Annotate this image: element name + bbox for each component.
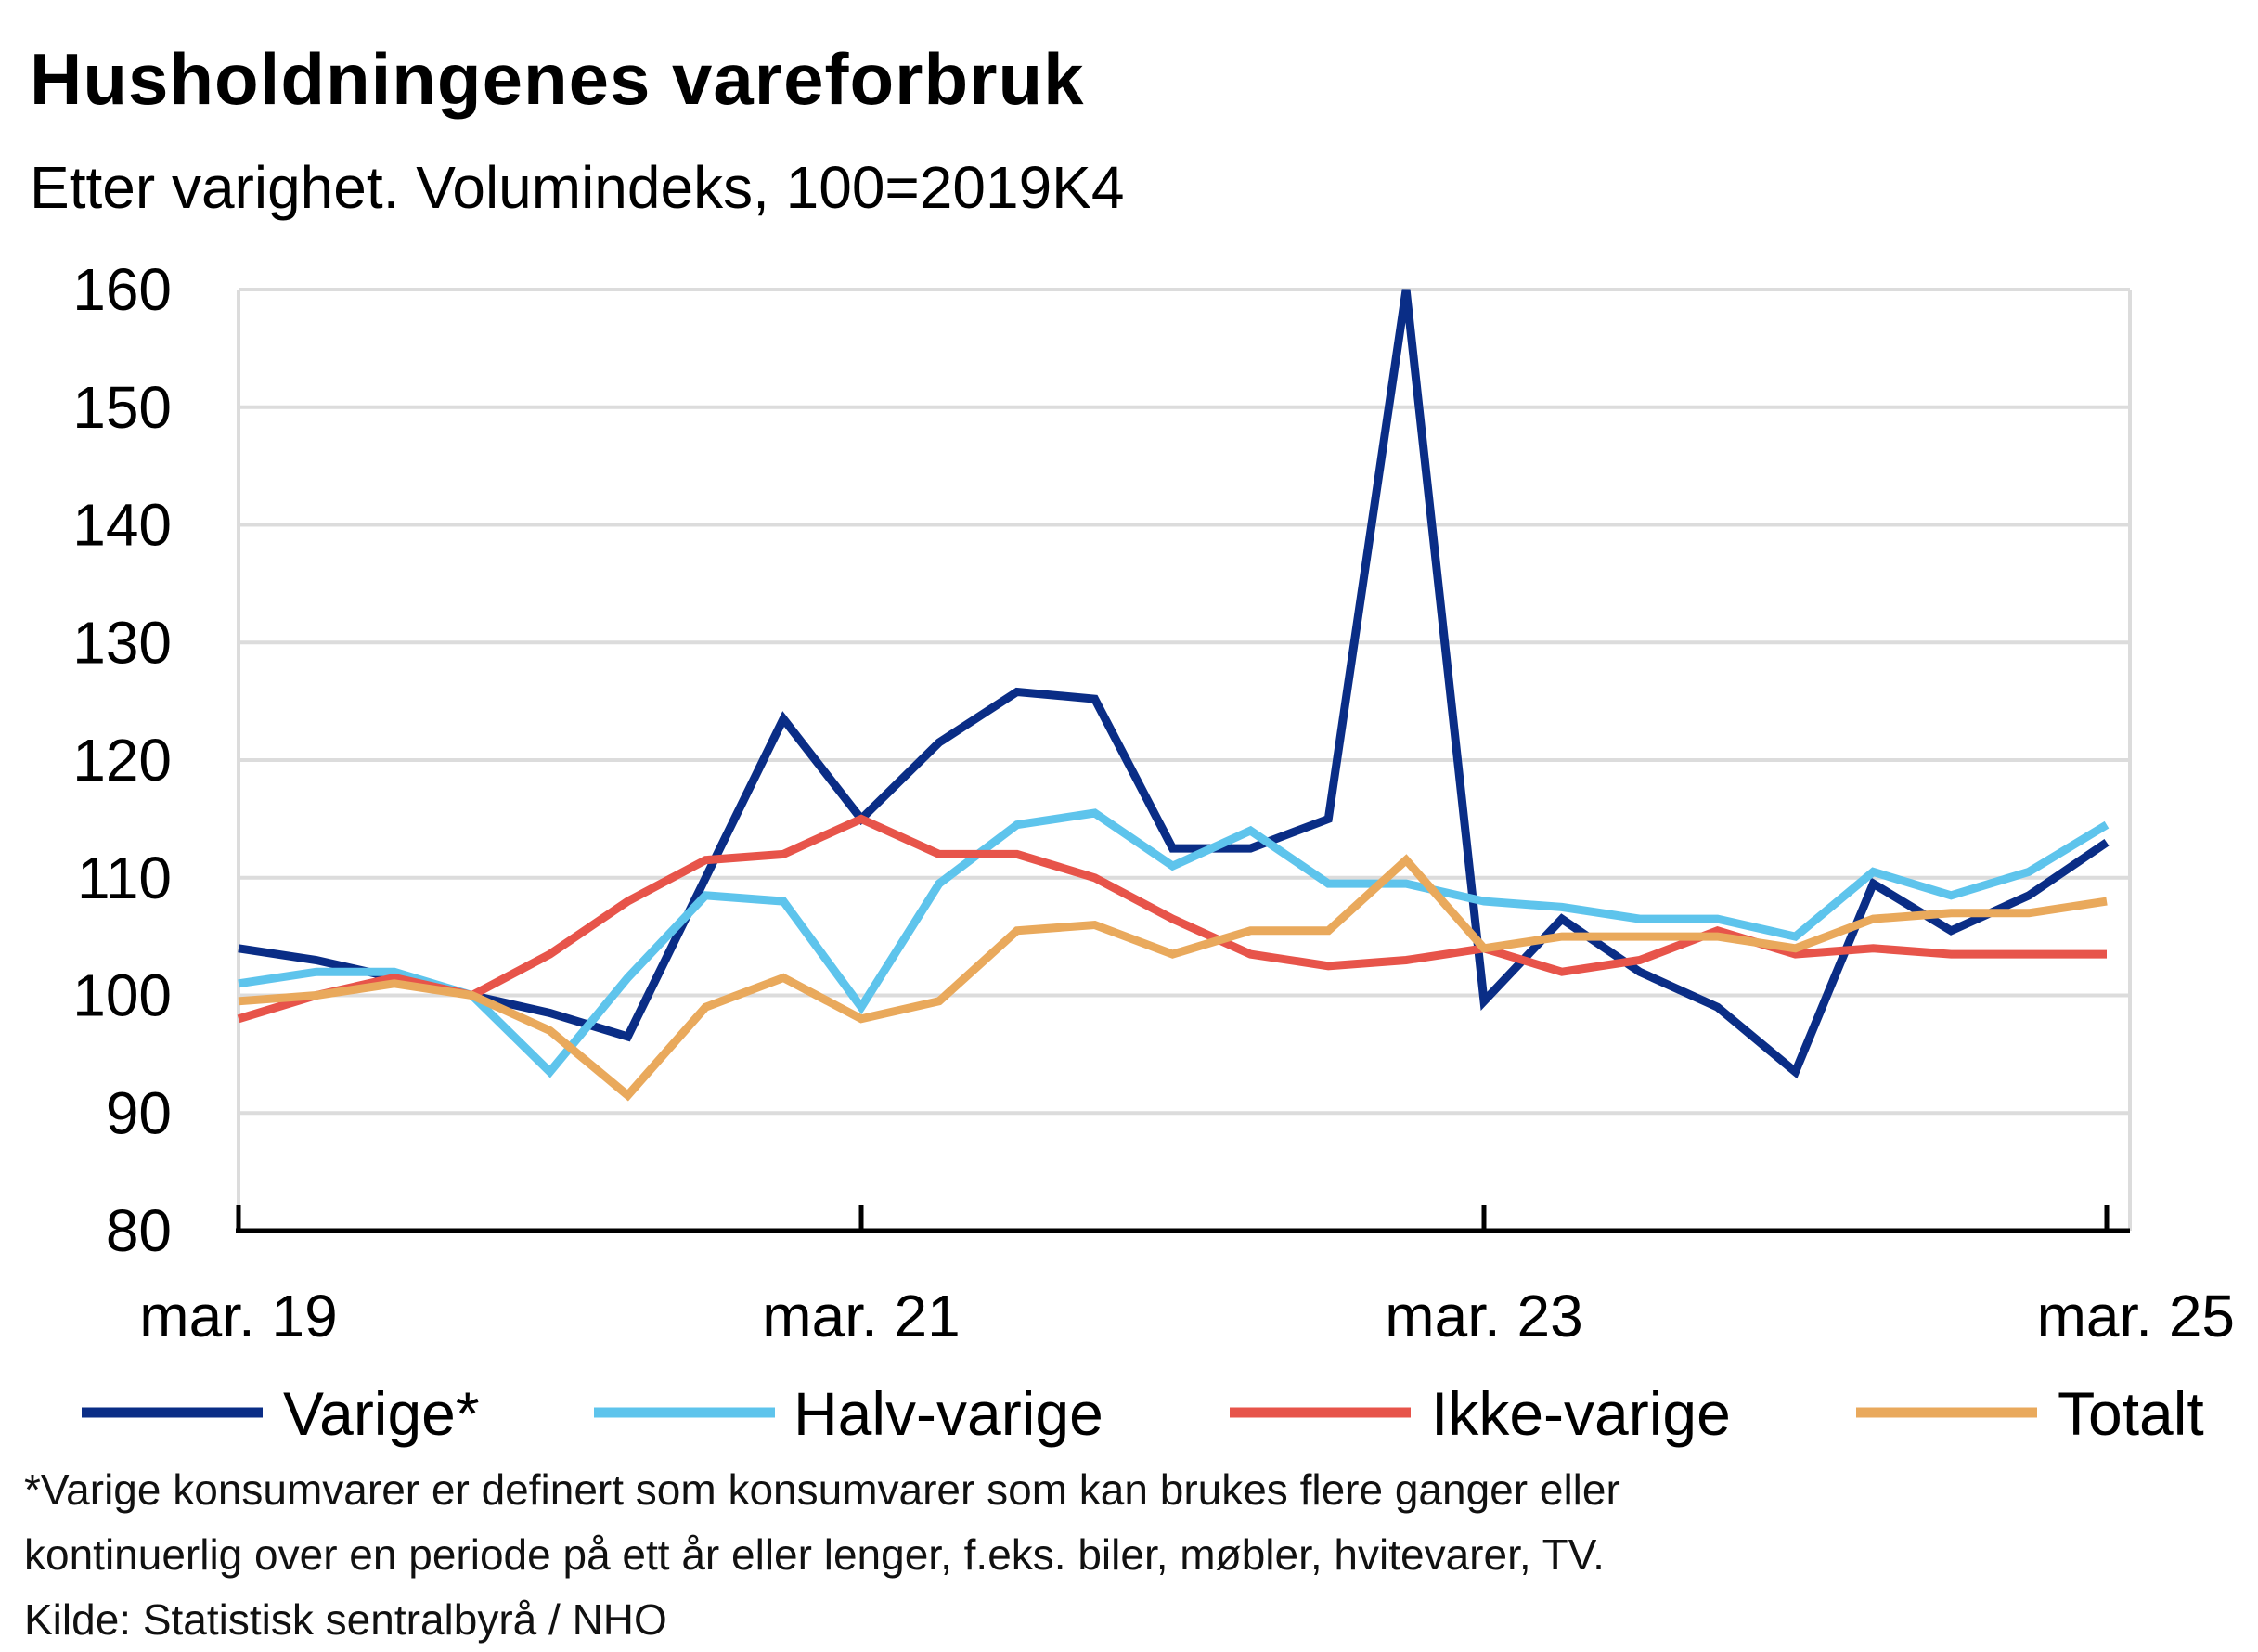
y-tick-label: 90 xyxy=(106,1079,172,1146)
legend-label: Halv-varige xyxy=(794,1379,1103,1448)
series-line xyxy=(238,854,2108,1102)
footnote-line-2: kontinuerlig over en periode på ett år e… xyxy=(24,1530,1605,1579)
chart-title: Husholdningenes vareforbruk xyxy=(30,38,1085,120)
grid-lines xyxy=(237,288,2132,1231)
y-tick-label: 130 xyxy=(72,609,172,676)
y-tick-label: 100 xyxy=(72,962,172,1029)
x-axis-ticks: mar. 19 mar. 21 mar. 23 mar. 25 xyxy=(139,1283,2235,1349)
legend-label: Ikke-varige xyxy=(1431,1379,1731,1448)
y-tick-label: 120 xyxy=(72,727,172,794)
series-line xyxy=(238,808,2110,1078)
footnote: *Varige konsumvarer er definert som kons… xyxy=(24,1457,2233,1652)
chart-subtitle: Etter varighet. Volumindeks, 100=2019K4 xyxy=(30,154,1125,221)
x-tick-label: mar. 19 xyxy=(139,1283,337,1349)
legend: Varige* Halv-varige Ikke-varige Totalt xyxy=(82,1379,2204,1448)
y-tick-label: 110 xyxy=(77,845,172,911)
line-chart: 80 90 100 110 120 130 140 150 160 mar. 19 mar. 21… xyxy=(72,256,2235,1448)
x-tick-label: mar. 21 xyxy=(762,1283,960,1349)
source-note: Kilde: Statistisk sentralbyrå / NHO xyxy=(24,1595,667,1644)
series-line xyxy=(237,814,2107,1024)
y-axis-ticks: 80 90 100 110 120 130 140 150 160 xyxy=(72,256,172,1264)
footnote-line-1: *Varige konsumvarer er definert som kons… xyxy=(24,1465,1620,1514)
y-tick-label: 150 xyxy=(72,374,172,441)
x-tick-label: mar. 25 xyxy=(2037,1283,2235,1349)
axes xyxy=(236,1205,2130,1233)
y-tick-label: 140 xyxy=(72,492,172,559)
y-tick-label: 160 xyxy=(72,256,172,323)
series-lines xyxy=(237,289,2110,1102)
legend-label: Totalt xyxy=(2058,1379,2204,1448)
x-tick-label: mar. 23 xyxy=(1385,1283,1582,1349)
series-line xyxy=(238,289,2110,1079)
y-tick-label: 80 xyxy=(106,1197,172,1264)
legend-label: Varige* xyxy=(283,1379,480,1448)
